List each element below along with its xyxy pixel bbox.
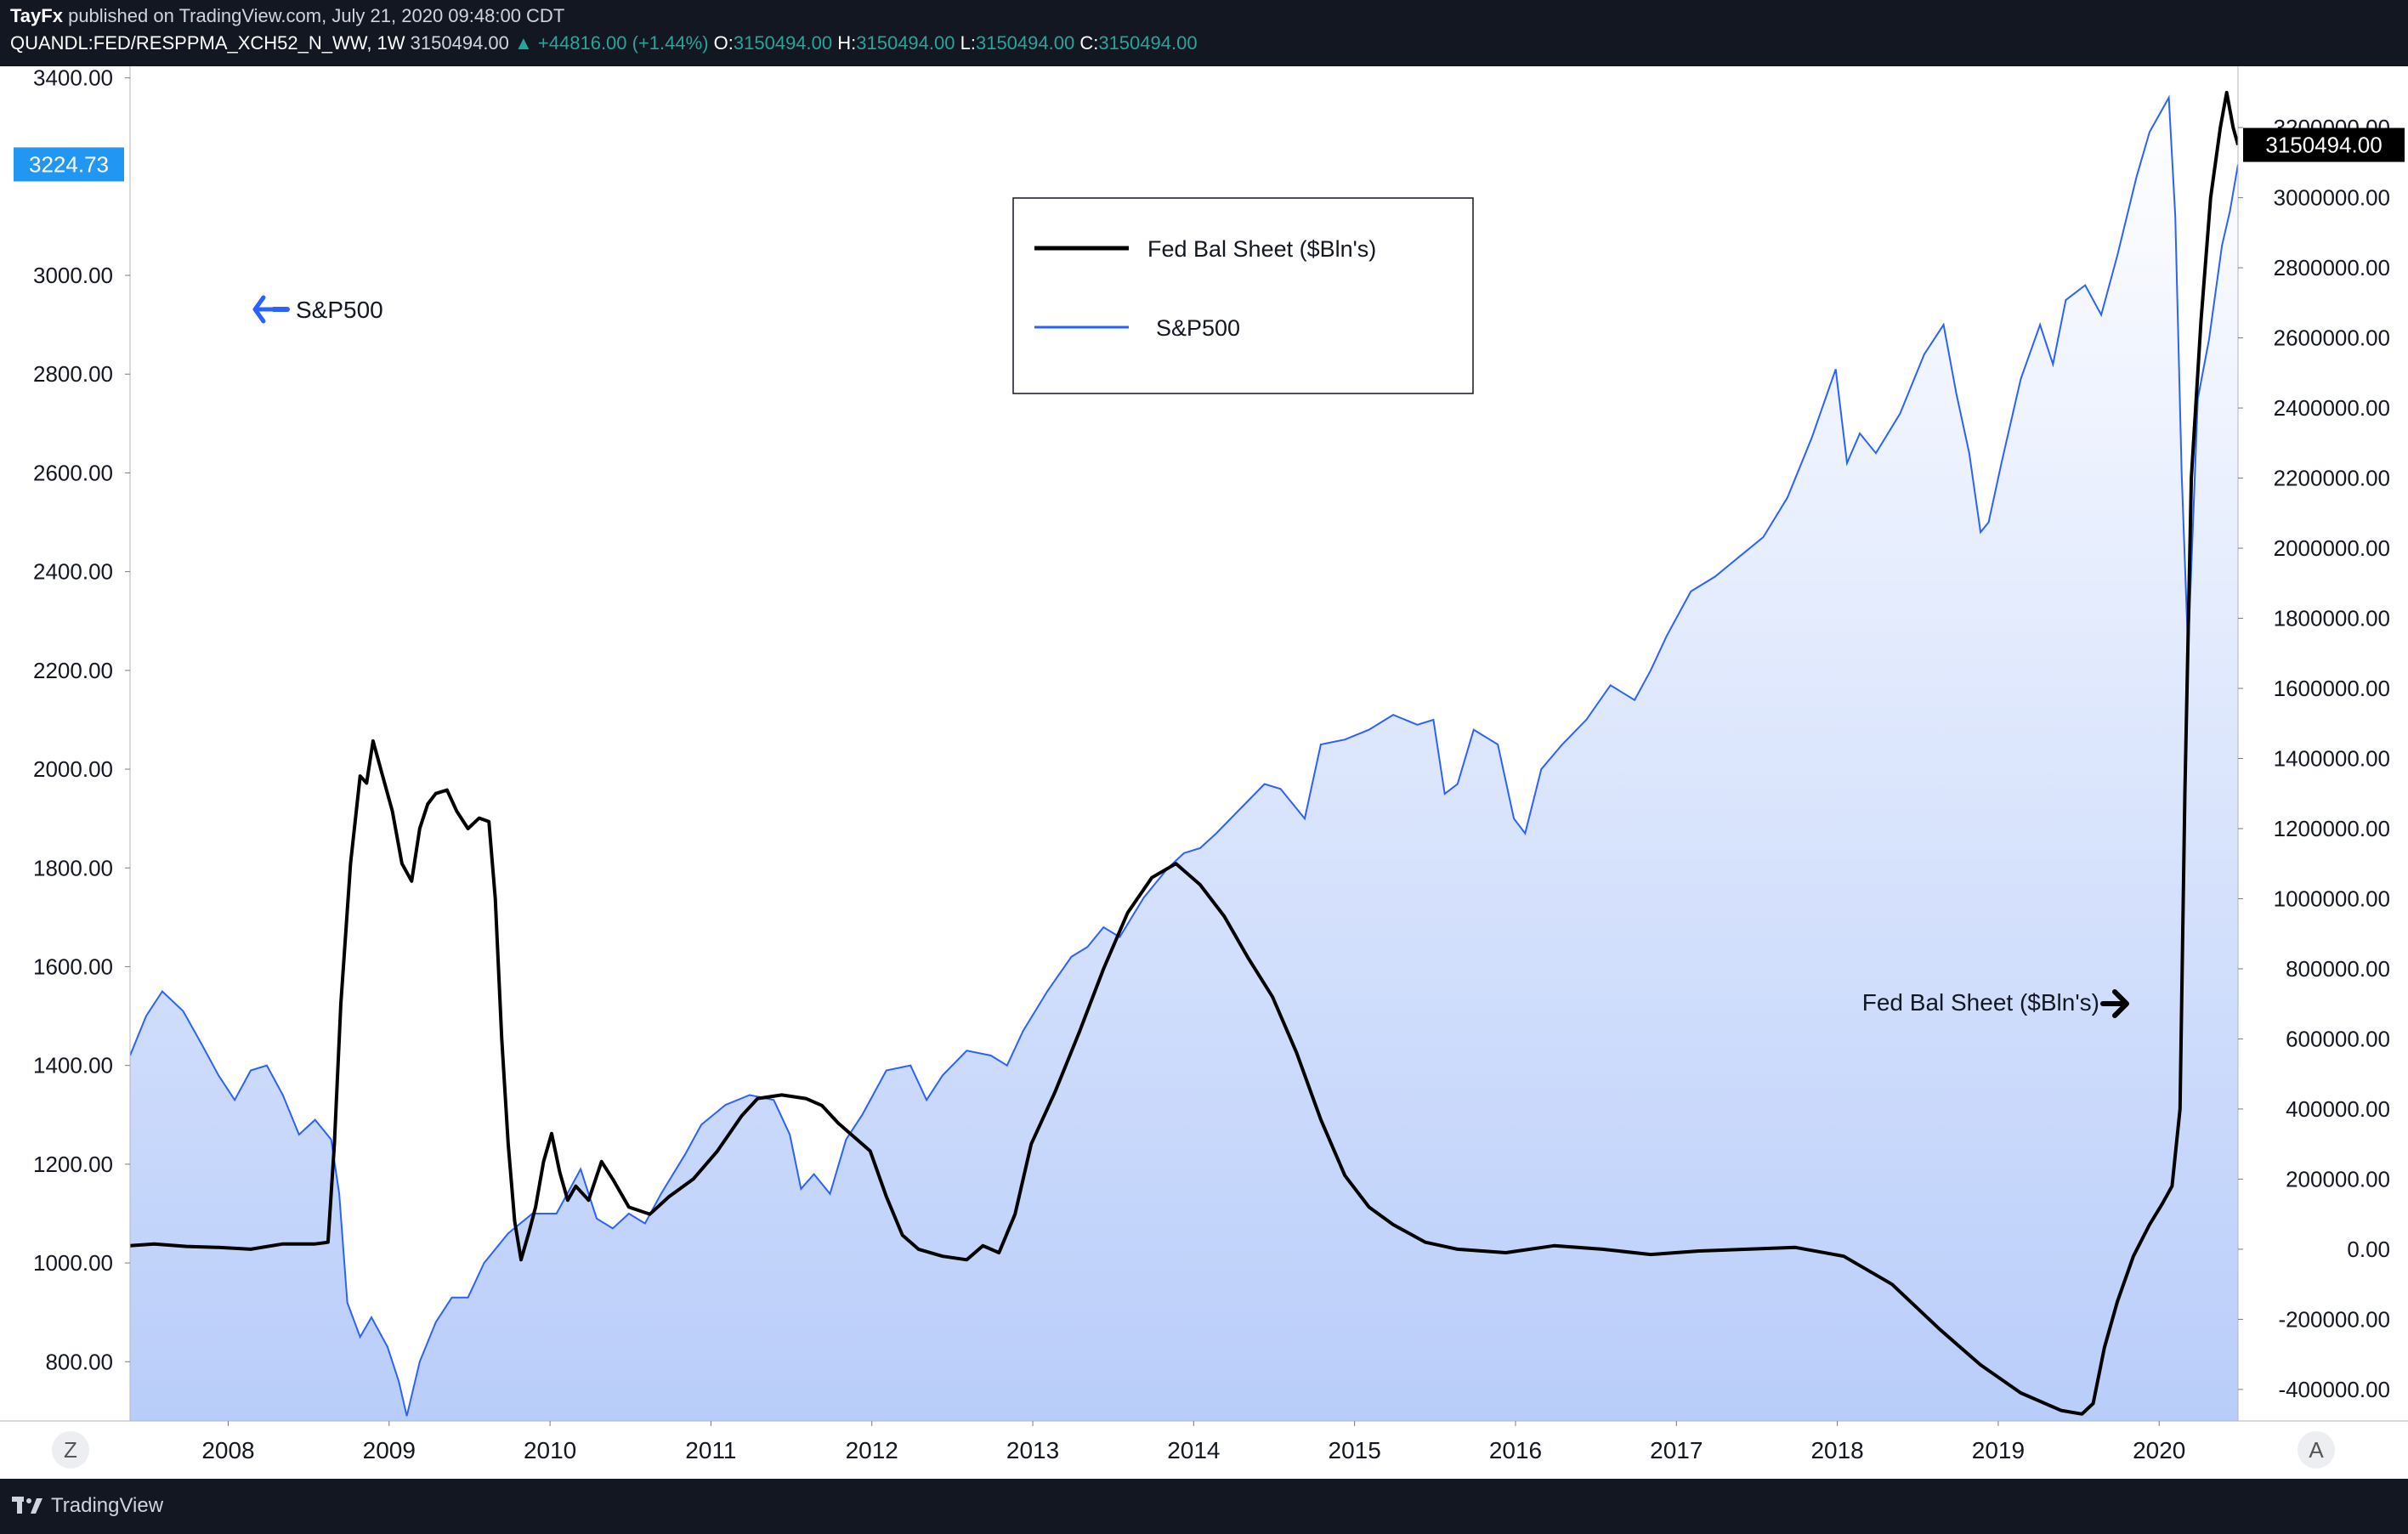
right-tick-label: 1800000.00 xyxy=(2274,606,2390,631)
auto-scale-left-button-circle[interactable] xyxy=(52,1431,89,1469)
fed-balance-line[interactable] xyxy=(129,90,2240,1416)
time-tick-label: 2016 xyxy=(1489,1437,1542,1463)
left-tick-label: 2600.00 xyxy=(33,460,113,485)
left-tick-label: 800.00 xyxy=(45,1349,113,1374)
left-tick-label: 2800.00 xyxy=(33,361,113,387)
left-tick-label: 2400.00 xyxy=(33,559,113,585)
time-tick-label: 2020 xyxy=(2133,1437,2185,1463)
right-tick-label: 2200000.00 xyxy=(2274,466,2390,491)
open-label: O: xyxy=(713,32,734,54)
right-axis-panel[interactable] xyxy=(2238,66,2408,1421)
auto-scale-right-button-circle[interactable] xyxy=(2298,1431,2335,1469)
close-label: C: xyxy=(1079,32,1099,54)
left-tick-label: 1000.00 xyxy=(33,1250,113,1276)
high-label: H: xyxy=(837,32,857,54)
sp500-annotation: S&P500 xyxy=(296,297,383,323)
low-value: 3150494.00 xyxy=(975,32,1075,54)
time-tick-label: 2009 xyxy=(363,1437,416,1463)
right-tick-label: 2400000.00 xyxy=(2274,395,2390,421)
time-tick-label: 2017 xyxy=(1650,1437,1703,1463)
chart-canvas[interactable]: 3400.00 3000.00 2800.00 2600.00 2400.00 2200.… xyxy=(0,66,2408,1479)
right-tick-label: 1000000.00 xyxy=(2274,886,2390,911)
auto-scale-right-button[interactable]: A xyxy=(2309,1437,2324,1463)
time-tick-label: 2013 xyxy=(1006,1437,1059,1463)
right-tick-label: 200000.00 xyxy=(2286,1166,2390,1192)
right-tick-label: 600000.00 xyxy=(2286,1026,2390,1051)
left-tick-label: 1800.00 xyxy=(33,855,113,880)
time-tick-label: 2012 xyxy=(846,1437,898,1463)
plot-area xyxy=(129,90,2240,1421)
footer-bar: TradingView xyxy=(0,1479,2408,1534)
legend-box xyxy=(1012,197,1474,394)
left-current-badge xyxy=(14,147,124,182)
symbol-line: QUANDL:FED/RESPPMA_XCH52_N_WW, 1W 315049… xyxy=(10,32,1198,54)
legend-label: Fed Bal Sheet ($Bln's) xyxy=(1147,236,1376,262)
left-axis-panel[interactable] xyxy=(0,66,130,1421)
left-tick-label: 3000.00 xyxy=(33,263,113,288)
right-tick-label: 2800000.00 xyxy=(2274,255,2390,280)
close-value: 3150494.00 xyxy=(1098,32,1198,54)
right-tick-label: 800000.00 xyxy=(2286,956,2390,982)
right-tick-label: 0.00 xyxy=(2347,1237,2390,1262)
right-tick-label: 1200000.00 xyxy=(2274,816,2390,841)
annotations: S&P500 Fed Bal Sheet ($Bln's) xyxy=(252,295,2129,1018)
time-tick-label: 2014 xyxy=(1167,1437,1220,1463)
arrow-right-icon xyxy=(2100,989,2129,1018)
high-value: 3150494.00 xyxy=(856,32,955,54)
author-name[interactable]: TayFx xyxy=(10,5,63,26)
right-tick-label: -400000.00 xyxy=(2278,1377,2390,1402)
tradingview-logo-icon xyxy=(12,1497,42,1514)
right-tick-label: 400000.00 xyxy=(2286,1096,2390,1122)
left-tick-label: 1600.00 xyxy=(33,954,113,979)
left-tick-label: 2000.00 xyxy=(33,756,113,782)
right-tick-label: 1400000.00 xyxy=(2274,745,2390,771)
right-current-value: 3150494.00 xyxy=(2265,133,2382,158)
fed-annotation: Fed Bal Sheet ($Bln's) xyxy=(1862,989,2099,1016)
left-tick-label: 1400.00 xyxy=(33,1053,113,1078)
symbol-name[interactable]: QUANDL:FED/RESPPMA_XCH52_N_WW, 1W xyxy=(10,32,405,54)
time-tick-label: 2018 xyxy=(1810,1437,1863,1463)
right-tick-label: 2000000.00 xyxy=(2274,535,2390,561)
right-tick-label: -200000.00 xyxy=(2278,1306,2390,1332)
low-label: L: xyxy=(960,32,976,54)
open-value: 3150494.00 xyxy=(733,32,833,54)
right-tick-label: 1600000.00 xyxy=(2274,676,2390,701)
time-tick-label: 2008 xyxy=(201,1437,254,1463)
last-value: 3150494.00 xyxy=(410,32,509,54)
right-tick-label: 2600000.00 xyxy=(2274,325,2390,351)
right-tick-label: 3000000.00 xyxy=(2274,185,2390,211)
brand-name: TradingView xyxy=(51,1494,164,1517)
left-tick-label: 1200.00 xyxy=(33,1152,113,1177)
publish-line: TayFx published on TradingView.com, July… xyxy=(10,5,564,27)
tradingview-brand[interactable]: TradingView xyxy=(12,1494,163,1518)
change-value: ▲ +44816.00 (+1.44%) xyxy=(514,32,709,54)
auto-scale-left-button[interactable]: Z xyxy=(64,1437,77,1463)
sp500-line[interactable] xyxy=(129,94,2239,1417)
legend: Fed Bal Sheet ($Bln's) S&P500 xyxy=(1012,197,1474,394)
chart-header: TayFx published on TradingView.com, July… xyxy=(0,0,2408,66)
legend-label: S&P500 xyxy=(1156,315,1240,341)
time-axis-panel[interactable] xyxy=(0,1421,2408,1479)
axes: 3400.00 3000.00 2800.00 2600.00 2400.00 2200.… xyxy=(0,66,2408,1479)
left-current-value: 3224.73 xyxy=(29,151,109,177)
time-tick-label: 2011 xyxy=(685,1437,736,1463)
left-tick-label: 3400.00 xyxy=(33,66,113,91)
right-current-badge xyxy=(2243,127,2405,162)
time-tick-label: 2010 xyxy=(524,1437,576,1463)
sp500-area xyxy=(130,97,2238,1421)
published-text: published on TradingView.com, July 21, 2… xyxy=(68,5,565,26)
time-tick-label: 2015 xyxy=(1329,1437,1381,1463)
left-tick-label: 2200.00 xyxy=(33,658,113,683)
time-tick-label: 2019 xyxy=(1972,1437,2025,1463)
